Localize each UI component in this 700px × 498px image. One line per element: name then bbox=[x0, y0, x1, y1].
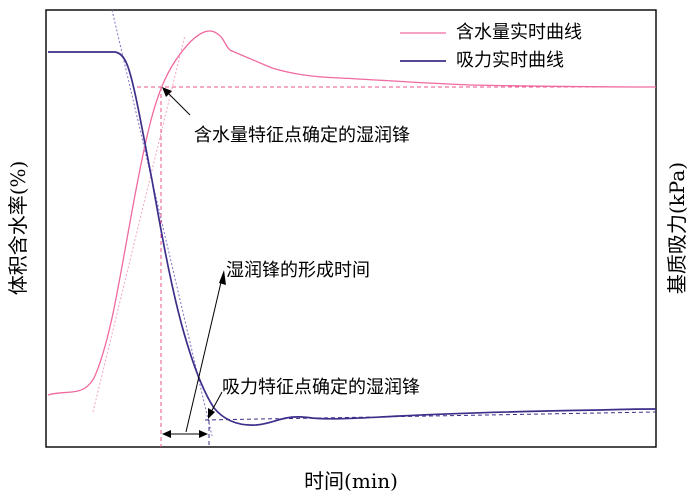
legend-moisture-label: 含水量实时曲线 bbox=[456, 22, 582, 43]
plot-frame bbox=[45, 9, 657, 448]
formation-time-arrowhead bbox=[219, 270, 226, 285]
legend-suction-label: 吸力实时曲线 bbox=[456, 50, 564, 71]
suction-tangent-line bbox=[111, 9, 213, 437]
formation-time-label: 湿润锋的形成时间 bbox=[226, 260, 370, 281]
x-axis-label: 时间(min) bbox=[304, 469, 398, 493]
suction-curve bbox=[48, 51, 657, 426]
y-axis-left-label: 体积含水率(%) bbox=[6, 161, 30, 296]
moisture-tangent-line bbox=[92, 34, 186, 413]
moisture-front-arrowhead bbox=[162, 87, 172, 97]
moisture-front-arrow bbox=[165, 90, 191, 116]
formation-span-right-head bbox=[199, 430, 208, 438]
moisture-curve bbox=[47, 30, 657, 396]
formation-span-left-head bbox=[162, 430, 171, 438]
suction-front-arrowhead bbox=[208, 408, 215, 419]
legend: 含水量实时曲线 吸力实时曲线 bbox=[400, 22, 582, 71]
suction-plateau-line bbox=[204, 411, 657, 421]
formation-time-arrow bbox=[185, 277, 223, 433]
moisture-front-label: 含水量特征点确定的湿润锋 bbox=[194, 125, 410, 146]
suction-front-label: 吸力特征点确定的湿润锋 bbox=[222, 377, 420, 398]
y-axis-right-label: 基质吸力(kPa) bbox=[665, 162, 689, 294]
